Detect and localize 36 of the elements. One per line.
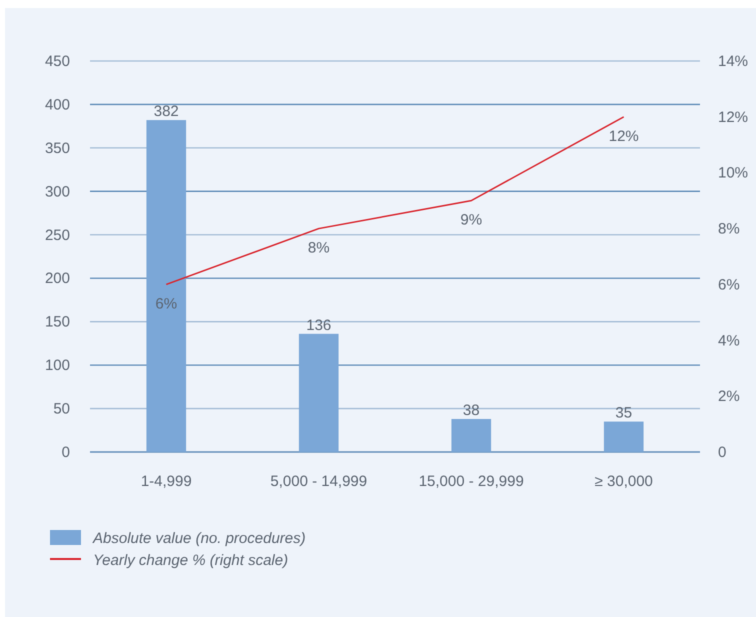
y-tick-label: 250 — [44, 226, 70, 244]
data-label: 382 — [154, 103, 179, 120]
y-tick-label: 0 — [62, 444, 70, 461]
y-tick-label: 350 — [44, 140, 70, 157]
y2-tick-label: 6% — [718, 276, 740, 294]
y2-tick-label: 10% — [718, 164, 748, 182]
y2-tick-label: 4% — [718, 332, 740, 350]
data-label: 38 — [462, 402, 480, 419]
bar — [146, 120, 186, 452]
y2-tick-label: 14% — [718, 53, 748, 70]
y-tick-label: 50 — [53, 400, 70, 418]
x-tick-label: 5,000 - 14,999 — [270, 473, 368, 490]
y2-tick-label: 12% — [718, 108, 748, 126]
data-label: 8% — [308, 240, 330, 257]
y-tick-label: 300 — [44, 183, 70, 200]
y2-tick-label: 8% — [718, 220, 740, 238]
x-tick-label: ≥ 30,000 — [594, 473, 653, 490]
y-tick-label: 100 — [44, 357, 70, 374]
y-tick-label: 200 — [44, 270, 70, 288]
data-label: 136 — [306, 316, 332, 334]
bar — [604, 422, 644, 452]
legend-label: Absolute value (no. procedures) — [92, 530, 306, 547]
y-tick-label: 400 — [44, 96, 70, 114]
y-tick-label: 150 — [44, 314, 70, 331]
x-tick-label: 1-4,999 — [140, 473, 192, 490]
data-label: 9% — [460, 212, 482, 229]
data-label: 12% — [608, 128, 639, 145]
y-tick-label: 450 — [44, 53, 70, 70]
y2-tick-label: 0 — [718, 444, 726, 461]
y2-tick-label: 2% — [718, 388, 740, 406]
x-tick-label: 15,000 - 29,999 — [418, 473, 524, 490]
data-label: 35 — [615, 404, 632, 422]
bar — [298, 334, 339, 452]
legend-label: Yearly change % (right scale) — [93, 552, 288, 569]
data-label: 6% — [155, 295, 178, 312]
bar — [451, 418, 492, 452]
